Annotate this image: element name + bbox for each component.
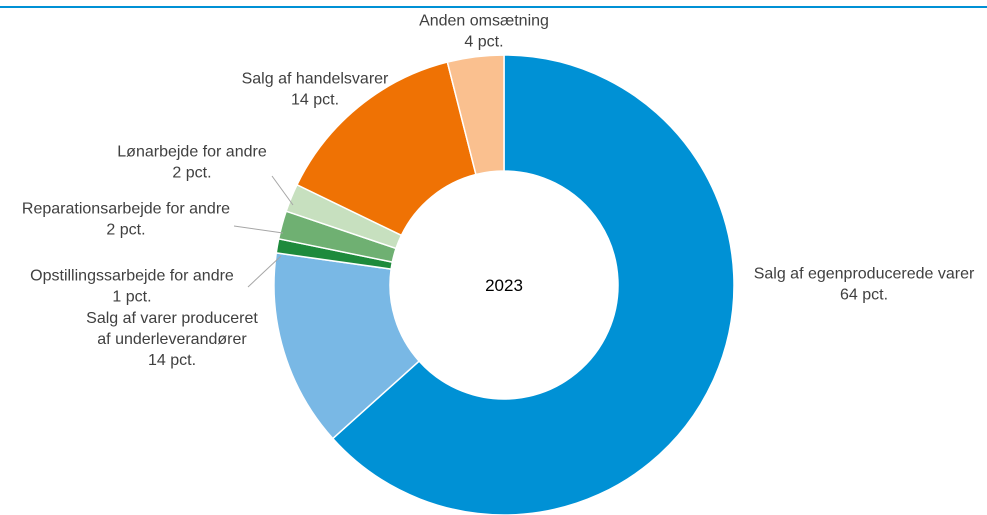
slice-label-reparationsarbejde-for-andre: Reparationsarbejde for andre 2 pct. xyxy=(22,201,230,239)
slice-labels: Salg af egenproducerede varer 64 pct. Salg… xyxy=(22,13,975,370)
slice-salg-af-egenproducerede-varer xyxy=(331,54,735,515)
leader-line-opstillingssarbejde-for-andre xyxy=(247,255,282,288)
center-label: 2023 xyxy=(485,276,523,295)
leader-lines xyxy=(233,175,294,288)
slice-label-opstillingssarbejde-for-andre: Opstillingssarbejde for andre 1 pct. xyxy=(30,268,234,306)
slice-label-salg-af-varer-produceret-af-underleverand-rer: Salg af varer produceret af underleverand… xyxy=(86,310,258,369)
slice-label-anden-oms-tning: Anden omsætning 4 pct. xyxy=(419,13,549,51)
slice-label-salg-af-handelsvarer: Salg af handelsvarer 14 pct. xyxy=(242,71,389,109)
slice-label-l-narbejde-for-andre: Lønarbejde for andre 2 pct. xyxy=(117,144,267,182)
leader-line-l-narbejde-for-andre xyxy=(271,175,294,206)
leader-line-reparationsarbejde-for-andre xyxy=(233,225,284,234)
slice-label-salg-af-egenproducerede-varer: Salg af egenproducerede varer 64 pct. xyxy=(754,266,975,304)
top-rule xyxy=(0,6,987,8)
slice-anden-oms-tning xyxy=(446,54,505,176)
donut-slices xyxy=(273,54,735,515)
